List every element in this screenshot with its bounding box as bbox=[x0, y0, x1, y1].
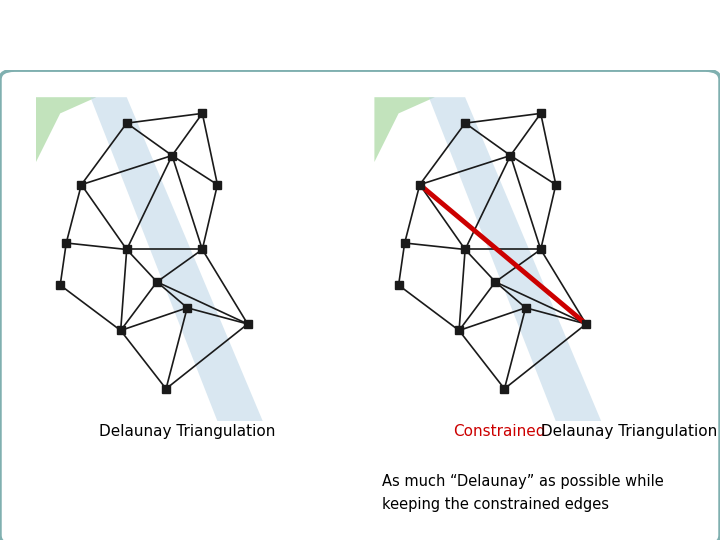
Text: Constrained: Constrained bbox=[454, 424, 546, 440]
Text: Delaunay Triangulation: Delaunay Triangulation bbox=[99, 424, 275, 440]
Text: Delaunay Triangulation: Delaunay Triangulation bbox=[536, 424, 718, 440]
Polygon shape bbox=[374, 97, 435, 162]
Polygon shape bbox=[36, 97, 96, 162]
FancyBboxPatch shape bbox=[0, 70, 720, 540]
Text: As much “Delaunay” as possible while
keeping the constrained edges: As much “Delaunay” as possible while kee… bbox=[382, 475, 663, 511]
Text: DT vs. Constrained DT: DT vs. Constrained DT bbox=[14, 25, 501, 64]
Polygon shape bbox=[429, 97, 601, 421]
Polygon shape bbox=[91, 97, 263, 421]
